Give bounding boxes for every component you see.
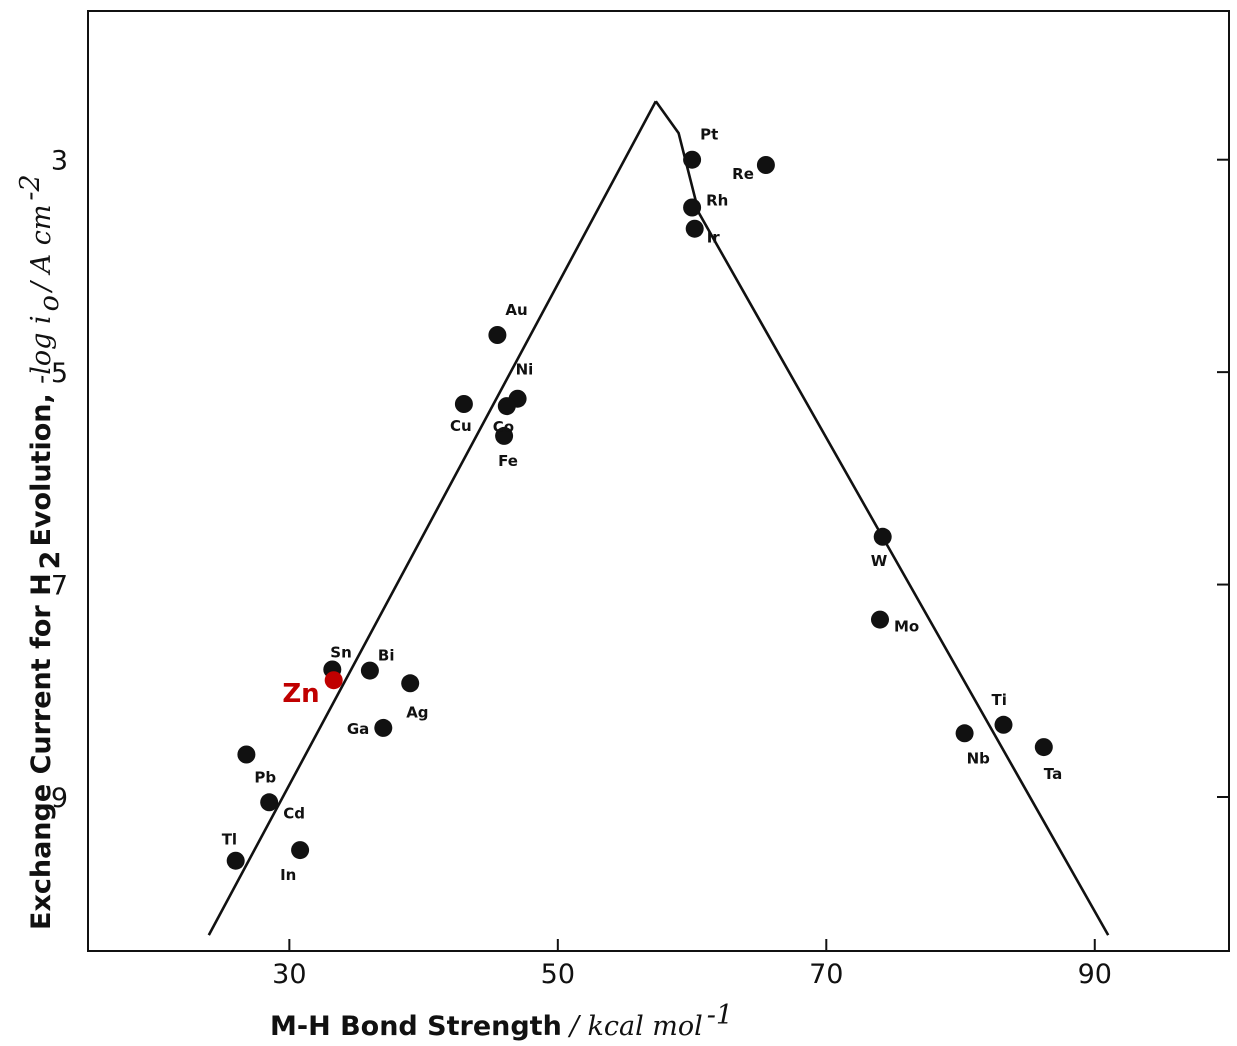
label-au: Au — [505, 301, 527, 319]
axis-ticks: 30 50 70 90 3 5 7 9 — [51, 146, 1229, 990]
volcano-lines — [207, 100, 1110, 936]
point-ga — [374, 718, 393, 737]
point-au — [488, 326, 507, 344]
point-bi — [360, 661, 379, 680]
point-rh — [683, 198, 702, 217]
y-tick-label: 3 — [51, 146, 68, 177]
label-pt: Pt — [700, 126, 718, 144]
point-in — [291, 841, 310, 860]
point-co — [497, 397, 516, 416]
point-cd — [260, 793, 279, 812]
volcano-left-branch — [207, 100, 657, 936]
point-ti — [994, 715, 1013, 734]
point-fe — [495, 426, 514, 445]
y-axis-label: Exchange Current for H 2 Evolution, -log… — [15, 174, 66, 930]
point-pb — [237, 745, 256, 764]
label-ag: Ag — [406, 703, 428, 721]
y-tick-label: 7 — [51, 571, 68, 602]
point-cu — [454, 395, 473, 413]
label-tl: Tl — [222, 831, 237, 849]
x-tick-label: 70 — [809, 959, 843, 990]
x-tick-label: 90 — [1078, 959, 1112, 990]
plot-frame — [87, 10, 1230, 952]
x-tick-label: 30 — [272, 959, 306, 990]
point-ag — [401, 674, 420, 693]
label-ni: Ni — [516, 361, 534, 379]
label-pb: Pb — [254, 769, 276, 787]
label-ga: Ga — [347, 720, 369, 738]
label-ti: Ti — [992, 691, 1007, 709]
point-nb — [955, 724, 974, 743]
label-mo: Mo — [894, 618, 919, 636]
point-re — [756, 156, 775, 174]
label-ta: Ta — [1044, 765, 1062, 783]
point-w — [873, 527, 892, 546]
label-sn: Sn — [330, 644, 351, 662]
y-tick-label: 5 — [51, 358, 68, 389]
label-cu: Cu — [450, 417, 472, 435]
x-axis-label: M-H Bond Strength / kcal mol -1 — [270, 1000, 733, 1042]
label-cd: Cd — [283, 804, 305, 822]
point-mo — [871, 610, 889, 629]
point-ir — [685, 219, 704, 238]
point-pt — [683, 150, 702, 169]
data-points — [226, 150, 1053, 870]
label-rh: Rh — [706, 192, 728, 210]
y-tick-label: 9 — [51, 783, 68, 814]
label-fe: Fe — [498, 452, 518, 470]
point-ta — [1034, 738, 1053, 757]
label-co: Co — [493, 418, 514, 436]
volcano-right-branch — [654, 100, 1110, 936]
label-w: W — [871, 552, 888, 570]
label-zn: Zn — [282, 679, 319, 709]
x-tick-label: 50 — [541, 959, 575, 990]
label-ir: Ir — [707, 229, 721, 247]
point-tl — [226, 851, 245, 870]
label-bi: Bi — [378, 647, 395, 665]
point-zn — [324, 671, 343, 690]
label-in: In — [280, 866, 296, 884]
label-re: Re — [732, 165, 754, 183]
label-nb: Nb — [967, 749, 991, 767]
